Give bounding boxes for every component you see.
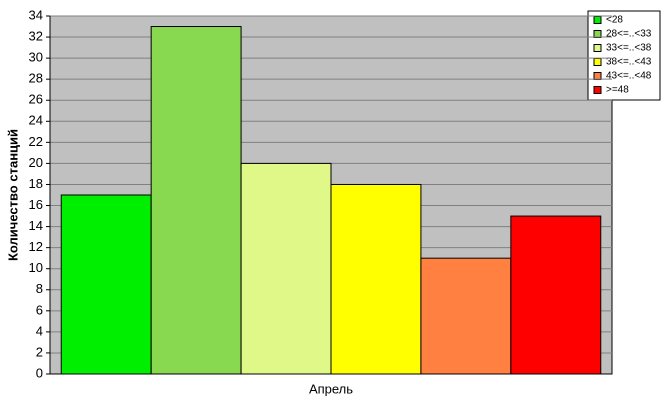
y-tick-label: 32 [29, 28, 43, 43]
y-tick-label: 4 [36, 323, 43, 338]
y-tick-label: 16 [29, 197, 43, 212]
y-tick-label: 18 [29, 176, 43, 191]
legend-label: 33<=..<38 [606, 43, 652, 54]
bar [330, 183, 422, 375]
y-axis-label: Количество станций [5, 129, 20, 261]
y-tick-label: 22 [29, 134, 43, 149]
bar [60, 194, 152, 375]
legend-swatch [593, 86, 602, 94]
legend-swatch [593, 30, 602, 38]
y-tick-label: 30 [29, 50, 43, 65]
legend-box [587, 10, 661, 101]
y-tick-label: 28 [29, 71, 43, 86]
y-tick-label: 0 [36, 365, 43, 380]
y-tick-label: 20 [29, 155, 43, 170]
y-tick-label: 8 [36, 281, 43, 296]
x-tick-label: Апрель [309, 381, 353, 396]
legend-label: >=48 [606, 85, 629, 96]
y-tick-label: 2 [36, 344, 43, 359]
y-tick-label: 34 [29, 7, 43, 22]
legend-label: 28<=..<33 [606, 29, 652, 40]
legend-swatch [593, 58, 602, 66]
y-tick-label: 24 [29, 113, 43, 128]
bar [240, 162, 332, 375]
y-tick-label: 12 [29, 239, 43, 254]
legend-label: 43<=..<48 [606, 71, 652, 82]
y-tick-label: 14 [29, 218, 43, 233]
bar [420, 257, 512, 375]
bar [150, 26, 242, 375]
y-tick-label: 10 [29, 260, 43, 275]
bar [510, 215, 602, 375]
legend-swatch [593, 16, 602, 24]
legend: <28 28<=..<33 33<=..<38 38<=..<43 43<=..<48 >… [587, 10, 661, 101]
legend-swatch [593, 44, 602, 52]
legend-label: <28 [606, 15, 623, 26]
legend-label: 38<=..<43 [606, 57, 652, 68]
legend-swatch [593, 72, 602, 80]
y-tick-label: 26 [29, 92, 43, 107]
y-tick-label: 6 [36, 302, 43, 317]
